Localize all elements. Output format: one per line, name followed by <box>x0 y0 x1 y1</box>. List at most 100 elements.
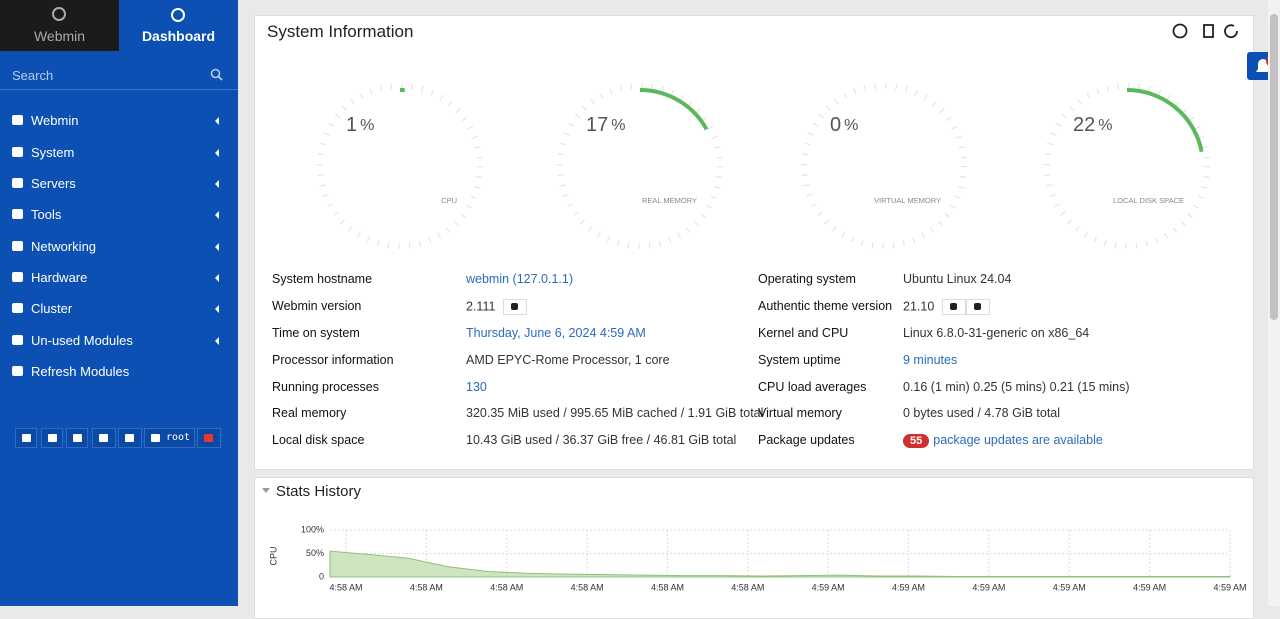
menu-label: System <box>31 145 74 160</box>
info-text: 2.111 <box>466 299 495 313</box>
info-label: Operating system <box>758 272 856 286</box>
info-label: Authentic theme version <box>758 299 892 313</box>
menu-caret <box>215 180 219 188</box>
info-label: Real memory <box>272 406 346 420</box>
menu-label: Hardware <box>31 270 87 285</box>
info-button[interactable] <box>503 299 527 315</box>
menu-icon <box>12 366 23 376</box>
scroll-thumb[interactable] <box>1270 14 1278 320</box>
menu-icon <box>12 272 23 282</box>
toolbar-button[interactable] <box>66 428 88 448</box>
menu-icon <box>12 147 23 157</box>
menu-item[interactable]: Webmin <box>0 110 238 132</box>
menu-item[interactable]: Refresh Modules <box>0 361 238 383</box>
info-value: 9 minutes <box>903 353 957 367</box>
info-value: 2.111 <box>466 299 527 315</box>
info-value: 10.43 GiB used / 36.37 GiB free / 46.81 … <box>466 433 736 447</box>
info-value: 0.16 (1 min) 0.25 (5 mins) 0.21 (15 mins… <box>903 380 1129 394</box>
info-value: Linux 6.8.0-31-generic on x86_64 <box>903 326 1089 340</box>
user-button[interactable]: root <box>144 428 195 448</box>
info-label: Package updates <box>758 433 855 447</box>
info-label: Local disk space <box>272 433 364 447</box>
toolbar-button[interactable] <box>92 428 116 448</box>
info-text: 0 bytes used / 4.78 GiB total <box>903 406 1060 420</box>
user-name: root <box>166 432 190 443</box>
menu-caret <box>215 305 219 313</box>
menu-icon <box>12 241 23 251</box>
info-text: Linux 6.8.0-31-generic on x86_64 <box>903 326 1089 340</box>
info-button[interactable] <box>966 299 990 315</box>
logout-button[interactable] <box>197 428 221 448</box>
menu-icon <box>12 178 23 188</box>
info-value: 130 <box>466 380 487 394</box>
info-value: 0 bytes used / 4.78 GiB total <box>903 406 1060 420</box>
system-info-panel: System Information <box>254 15 1254 470</box>
dashboard-tab[interactable]: Dashboard <box>119 0 238 51</box>
menu-item[interactable]: System <box>0 142 238 164</box>
info-link[interactable]: package updates are available <box>933 433 1103 447</box>
info-link[interactable]: Thursday, June 6, 2024 4:59 AM <box>466 326 646 340</box>
panel-title: System Information <box>267 22 413 42</box>
menu-item[interactable]: Cluster <box>0 298 238 320</box>
info-label: Processor information <box>272 353 394 367</box>
menu-label: Tools <box>31 207 61 222</box>
menu-caret <box>215 243 219 251</box>
tab-icon <box>0 0 119 28</box>
info-label: Time on system <box>272 326 360 340</box>
info-label: Kernel and CPU <box>758 326 848 340</box>
webmin-tab[interactable]: Webmin <box>0 0 119 51</box>
menu-icon <box>12 335 23 345</box>
info-link[interactable]: webmin (127.0.1.1) <box>466 272 573 286</box>
info-value: AMD EPYC-Rome Processor, 1 core <box>466 353 670 367</box>
stats-history-panel: Stats History <box>254 477 1254 619</box>
menu-label: Servers <box>31 176 76 191</box>
info-label: System hostname <box>272 272 372 286</box>
menu-icon <box>12 303 23 313</box>
menu-caret <box>215 117 219 125</box>
scrollbar[interactable] <box>1268 0 1280 606</box>
info-value: 320.35 MiB used / 995.65 MiB cached / 1.… <box>466 406 763 420</box>
menu-item[interactable]: Un-used Modules <box>0 330 238 352</box>
tab-label: Webmin <box>0 28 119 44</box>
info-label: Webmin version <box>272 299 361 313</box>
info-link[interactable]: 130 <box>466 380 487 394</box>
info-text: 0.16 (1 min) 0.25 (5 mins) 0.21 (15 mins… <box>903 380 1129 394</box>
menu-caret <box>215 149 219 157</box>
info-value: Ubuntu Linux 24.04 <box>903 272 1011 286</box>
menu-item[interactable]: Networking <box>0 236 238 258</box>
info-value: webmin (127.0.1.1) <box>466 272 573 286</box>
panel-icons[interactable] <box>1170 22 1240 40</box>
sidebar: Webmin Dashboard Search Webmin System Serv… <box>0 0 238 606</box>
info-label: Running processes <box>272 380 379 394</box>
tab-label: Dashboard <box>119 28 238 44</box>
info-link[interactable]: 9 minutes <box>903 353 957 367</box>
menu-label: Cluster <box>31 301 72 316</box>
menu-caret <box>215 274 219 282</box>
collapse-caret[interactable] <box>262 487 272 495</box>
menu-item[interactable]: Tools <box>0 204 238 226</box>
menu-item[interactable]: Servers <box>0 173 238 195</box>
search-placeholder: Search <box>12 68 53 83</box>
info-button[interactable] <box>942 299 966 315</box>
search-box[interactable]: Search <box>0 62 238 90</box>
toolbar-button[interactable] <box>118 428 142 448</box>
panel-title: Stats History <box>276 483 361 500</box>
search-icon <box>210 68 224 82</box>
page: Webmin Dashboard Search Webmin System Serv… <box>0 0 1280 606</box>
toolbar-button[interactable] <box>41 428 63 448</box>
info-text: 21.10 <box>903 299 934 313</box>
menu-caret <box>215 211 219 219</box>
menu-icon <box>12 115 23 125</box>
menu-caret <box>215 337 219 345</box>
info-label: Virtual memory <box>758 406 842 420</box>
menu-item[interactable]: Hardware <box>0 267 238 289</box>
toolbar-button[interactable] <box>15 428 37 448</box>
info-value: Thursday, June 6, 2024 4:59 AM <box>466 326 646 340</box>
info-label: System uptime <box>758 353 841 367</box>
info-text: Ubuntu Linux 24.04 <box>903 272 1011 286</box>
tab-icon <box>119 0 238 28</box>
info-text: AMD EPYC-Rome Processor, 1 core <box>466 353 670 367</box>
menu-label: Refresh Modules <box>31 364 129 379</box>
info-text: 320.35 MiB used / 995.65 MiB cached / 1.… <box>466 406 763 420</box>
menu-label: Networking <box>31 239 96 254</box>
